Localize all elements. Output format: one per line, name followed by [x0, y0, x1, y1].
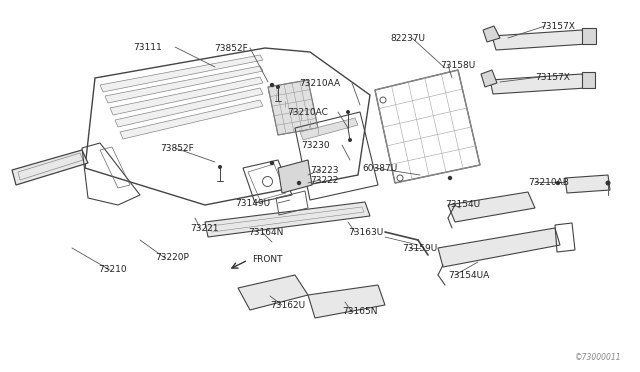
Polygon shape: [565, 175, 610, 193]
Circle shape: [448, 176, 452, 180]
Polygon shape: [105, 66, 263, 103]
Text: 73157X: 73157X: [535, 73, 570, 81]
Text: 73230: 73230: [301, 141, 330, 150]
Text: 73223: 73223: [310, 166, 339, 174]
Text: 73158U: 73158U: [440, 61, 476, 70]
Polygon shape: [120, 100, 263, 139]
Circle shape: [262, 176, 273, 186]
Text: ©73000011: ©73000011: [575, 353, 622, 362]
Circle shape: [605, 180, 611, 186]
Text: 73164N: 73164N: [248, 228, 284, 237]
Text: 73154U: 73154U: [445, 199, 480, 208]
Text: 73210: 73210: [98, 266, 127, 275]
Text: 73157X: 73157X: [540, 22, 575, 31]
Circle shape: [276, 85, 280, 89]
Polygon shape: [438, 228, 560, 267]
Text: 73154UA: 73154UA: [448, 270, 489, 279]
Polygon shape: [268, 80, 318, 135]
Polygon shape: [205, 202, 370, 237]
Polygon shape: [300, 118, 358, 140]
Circle shape: [397, 175, 403, 181]
Polygon shape: [115, 88, 263, 127]
Polygon shape: [492, 30, 587, 50]
Text: 73163U: 73163U: [348, 228, 383, 237]
Text: 73210AA: 73210AA: [299, 78, 340, 87]
Text: 73210AC: 73210AC: [287, 108, 328, 116]
Text: 73111: 73111: [133, 42, 162, 51]
Text: 73162U: 73162U: [270, 301, 305, 310]
Polygon shape: [100, 55, 263, 92]
Polygon shape: [582, 28, 596, 44]
Circle shape: [297, 181, 301, 185]
Text: 73159U: 73159U: [402, 244, 437, 253]
Text: 73210AB: 73210AB: [528, 177, 569, 186]
Text: 73149U: 73149U: [235, 199, 270, 208]
Polygon shape: [481, 70, 497, 87]
Polygon shape: [110, 77, 263, 115]
Polygon shape: [483, 26, 500, 42]
Text: FRONT: FRONT: [252, 256, 282, 264]
Text: 73221: 73221: [190, 224, 218, 232]
Circle shape: [270, 83, 274, 87]
Text: 82237U: 82237U: [390, 33, 425, 42]
Polygon shape: [582, 72, 595, 88]
Polygon shape: [278, 160, 312, 193]
Text: 73852F: 73852F: [160, 144, 194, 153]
Circle shape: [346, 110, 350, 114]
Text: 73222: 73222: [310, 176, 339, 185]
Text: 60387U: 60387U: [362, 164, 397, 173]
Text: 73852F: 73852F: [214, 44, 248, 52]
Polygon shape: [12, 150, 88, 185]
Polygon shape: [448, 192, 535, 222]
Circle shape: [348, 138, 352, 142]
Circle shape: [556, 181, 560, 185]
Text: 73220P: 73220P: [155, 253, 189, 263]
Circle shape: [380, 97, 386, 103]
Text: 73165N: 73165N: [342, 308, 378, 317]
Circle shape: [270, 161, 274, 165]
Polygon shape: [490, 74, 586, 94]
Circle shape: [218, 165, 222, 169]
Polygon shape: [308, 285, 385, 318]
Polygon shape: [238, 275, 308, 310]
